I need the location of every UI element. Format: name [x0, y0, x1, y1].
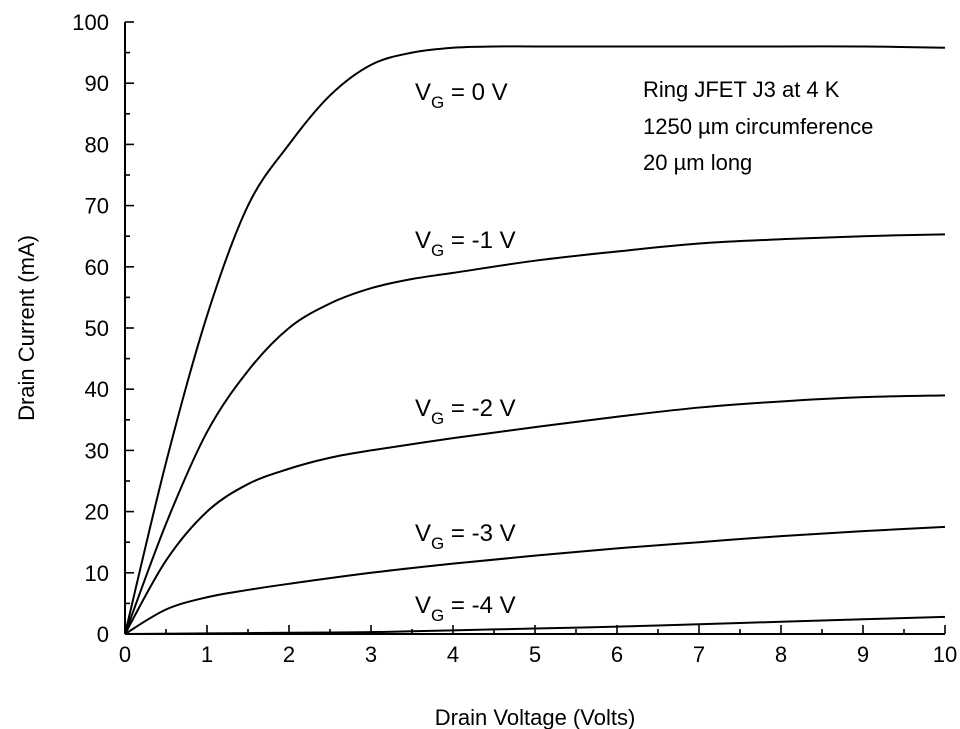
y-tick-label: 90	[85, 71, 109, 96]
x-tick-label: 7	[693, 642, 705, 667]
x-tick-label: 4	[447, 642, 459, 667]
series-labels: VG = 0 V VG = -1 V VG = -2 V VG = -3 V VG = …	[415, 79, 516, 625]
x-axis-label: Drain Voltage (Volts)	[435, 705, 636, 729]
y-tick-label: 40	[85, 377, 109, 402]
y-tick-label: 50	[85, 316, 109, 341]
x-tick-label: 9	[857, 642, 869, 667]
x-tick-label: 1	[201, 642, 213, 667]
series-line-3	[124, 525, 946, 635]
y-tick-label: 10	[85, 561, 109, 586]
x-tick-label: 3	[365, 642, 377, 667]
series-label-1: VG = -1 V	[415, 227, 516, 260]
x-tick-label: 0	[119, 642, 131, 667]
y-axis-label: Drain Current (mA)	[14, 235, 39, 421]
y-tick-label: 20	[85, 500, 109, 525]
series-line-0	[124, 45, 946, 635]
series-line-2	[124, 394, 946, 635]
annotation-length: 20 µm long	[643, 150, 752, 175]
series-label-3: VG = -3 V	[415, 520, 516, 553]
series-line-4	[124, 615, 946, 635]
y-tick-label: 0	[97, 622, 109, 647]
series-label-0: VG = 0 V	[415, 79, 508, 112]
y-tick-label: 70	[85, 194, 109, 219]
x-tick-labels: 0 1 2 3 4 5 6 7 8 9 10	[119, 642, 957, 667]
x-tick-label: 8	[775, 642, 787, 667]
curves	[124, 45, 946, 635]
series-label-2: VG = -2 V	[415, 395, 516, 428]
x-tick-label: 2	[283, 642, 295, 667]
x-tick-label: 10	[933, 642, 957, 667]
series-label-4: VG = -4 V	[415, 592, 516, 625]
y-tick-label: 30	[85, 438, 109, 463]
series-line-1	[124, 233, 946, 635]
annotation-circumference: 1250 µm circumference	[643, 114, 873, 139]
y-tick-labels: 0 10 20 30 40 50 60 70 80 90 100	[72, 10, 109, 647]
x-tick-label: 5	[529, 642, 541, 667]
annotation-device: Ring JFET J3 at 4 K	[643, 77, 840, 102]
x-tick-label: 6	[611, 642, 623, 667]
y-tick-label: 100	[72, 10, 109, 35]
y-tick-label: 60	[85, 255, 109, 280]
y-tick-label: 80	[85, 132, 109, 157]
